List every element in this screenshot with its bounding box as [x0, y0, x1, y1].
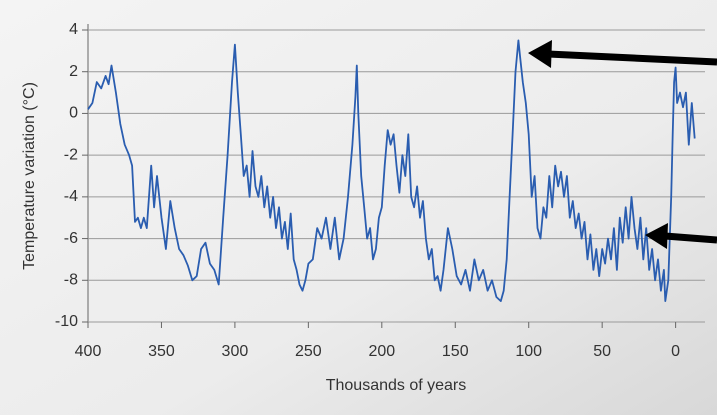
x-tick-label: 150: [442, 343, 469, 360]
x-tick-label: 400: [75, 343, 102, 360]
x-tick-label: 250: [295, 343, 322, 360]
y-tick-label: -6: [64, 230, 78, 247]
x-tick-label: 50: [593, 343, 611, 360]
y-axis-label: Temperature variation (°C): [21, 82, 38, 270]
x-tick-label: 0: [671, 343, 680, 360]
y-tick-label: -8: [64, 272, 78, 289]
y-tick-label: -2: [64, 146, 78, 163]
x-tick-label: 100: [515, 343, 542, 360]
chart: 4 2 0 -2 -4 -6 -8 -10 400 350 300 250 200 150 100 50 0 T…: [0, 0, 717, 415]
y-tick-label: 2: [69, 63, 78, 80]
x-tick-label: 300: [222, 343, 249, 360]
y-tick-label: -4: [64, 188, 78, 205]
y-tick-label: 4: [69, 21, 78, 38]
x-tick-label: 200: [368, 343, 395, 360]
x-tick-label: 350: [148, 343, 175, 360]
y-tick-label: 0: [69, 105, 78, 122]
y-tick-label: -10: [55, 313, 78, 330]
x-axis-label: Thousands of years: [326, 377, 467, 394]
